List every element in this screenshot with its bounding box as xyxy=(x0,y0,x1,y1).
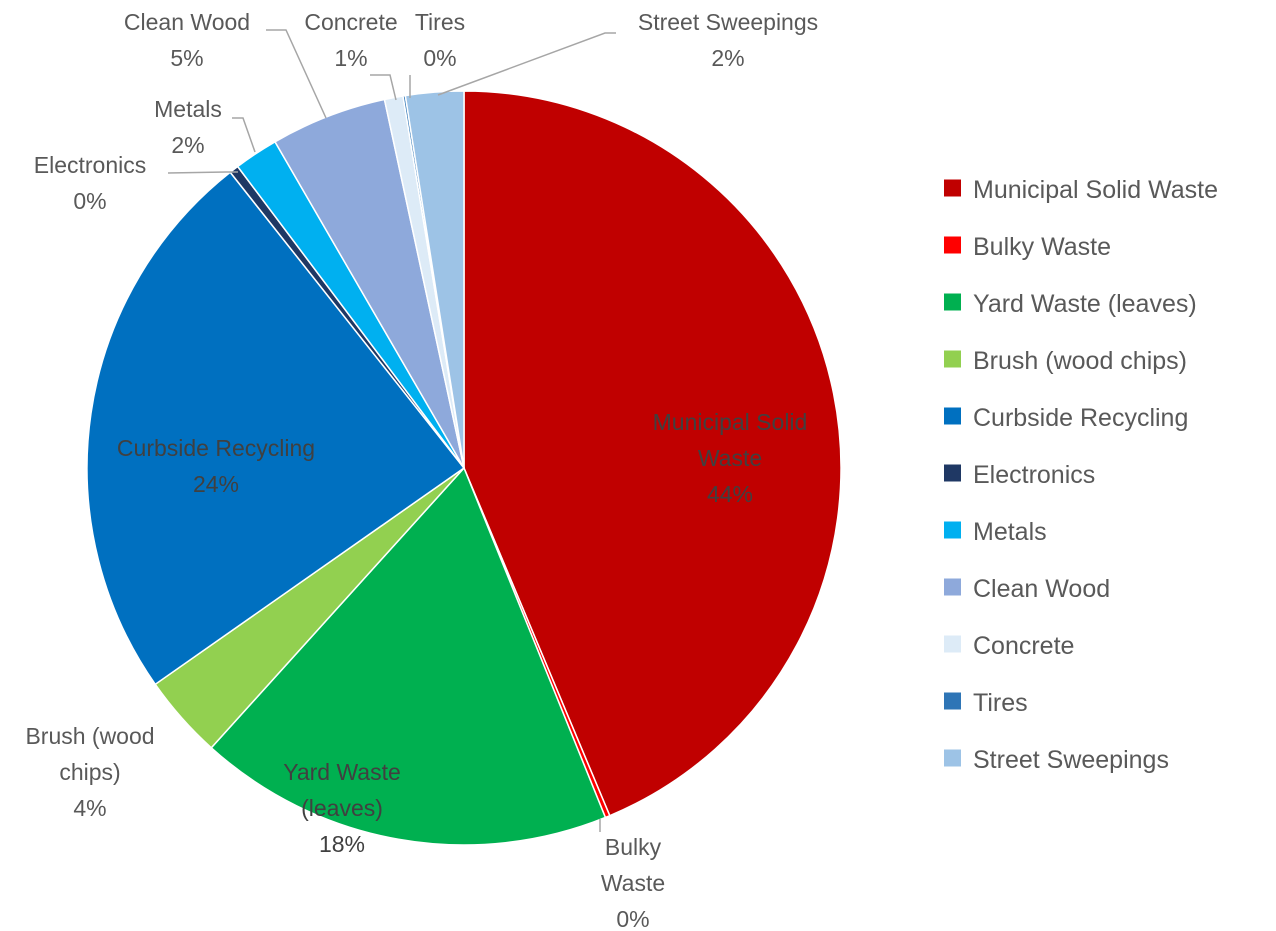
pie-slice-curbside-recycling xyxy=(86,171,466,686)
legend-item-electronics: Electronics xyxy=(944,461,1095,489)
legend-item-street-sweepings: Street Sweepings xyxy=(944,746,1169,774)
legend-label: Bulky Waste xyxy=(973,233,1111,261)
data-label-concrete: Concrete 1% xyxy=(304,9,397,71)
legend-item-metals: Metals xyxy=(944,518,1047,546)
legend-item-bulky-waste: Bulky Waste xyxy=(944,233,1111,261)
pie-slice-municipal-solid-waste xyxy=(463,90,842,817)
legend-item-municipal-solid-waste: Municipal Solid Waste xyxy=(944,176,1218,204)
leader-lines xyxy=(167,29,616,832)
data-label-name: Waste xyxy=(601,870,665,896)
data-label-name: chips) xyxy=(59,759,120,785)
data-label-percent: 0% xyxy=(616,906,649,931)
data-label-percent: 0% xyxy=(423,45,456,71)
data-label-percent: 2% xyxy=(171,132,204,158)
legend-item-concrete: Concrete xyxy=(944,632,1074,660)
pie-slices xyxy=(86,90,842,846)
data-label-clean-wood: Clean Wood 5% xyxy=(124,9,250,71)
data-label-percent: 5% xyxy=(170,45,203,71)
data-labels: Municipal Solid Waste 44% Bulky Waste 0% Yard … xyxy=(25,9,818,931)
data-label-electronics: Electronics 0% xyxy=(34,152,146,214)
data-label-name: Yard Waste xyxy=(283,759,401,785)
data-label-percent: 2% xyxy=(711,45,744,71)
data-label-name: Street Sweepings xyxy=(638,9,818,35)
data-label-percent: 18% xyxy=(319,831,365,857)
legend-item-curbside-recycling: Curbside Recycling xyxy=(944,404,1188,432)
data-label-name: Tires xyxy=(415,9,465,35)
legend-swatch xyxy=(944,521,961,539)
data-label-percent: 24% xyxy=(193,471,239,497)
legend-swatch xyxy=(944,179,961,197)
data-label-name: Clean Wood xyxy=(124,9,250,35)
data-label-name: Bulky xyxy=(605,834,662,860)
data-label-bulky-waste: Bulky Waste 0% xyxy=(601,834,665,931)
data-label-percent: 44% xyxy=(707,481,753,507)
legend-label: Metals xyxy=(973,518,1047,546)
legend-swatch xyxy=(944,692,961,710)
legend-item-tires: Tires xyxy=(944,689,1028,717)
pie-slice-street-sweepings xyxy=(404,90,465,469)
legend-label: Clean Wood xyxy=(973,575,1110,603)
legend: Municipal Solid Waste Bulky Waste Yard Was… xyxy=(944,176,1218,774)
leader-line-concrete xyxy=(370,74,397,101)
leader-line-metals xyxy=(232,117,256,153)
legend-swatch xyxy=(944,464,961,482)
legend-item-clean-wood: Clean Wood xyxy=(944,575,1110,603)
legend-label: Concrete xyxy=(973,632,1074,660)
pie-slice-yard-waste-leaves xyxy=(210,466,607,846)
data-label-brush-wood-chips: Brush (wood chips) 4% xyxy=(25,723,154,821)
data-label-yard-waste-leaves: Yard Waste (leaves) 18% xyxy=(283,759,401,857)
legend-label: Tires xyxy=(973,689,1028,717)
legend-swatch xyxy=(944,293,961,311)
leader-line-electronics xyxy=(167,171,238,174)
data-label-name: Electronics xyxy=(34,152,146,178)
legend-swatch xyxy=(944,407,961,425)
legend-item-yard-waste-leaves: Yard Waste (leaves) xyxy=(944,290,1197,318)
leader-line-clean-wood xyxy=(266,29,327,119)
legend-swatch xyxy=(944,635,961,653)
data-label-metals: Metals 2% xyxy=(154,96,222,158)
legend-label: Brush (wood chips) xyxy=(973,347,1187,375)
data-label-curbside-recycling: Curbside Recycling 24% xyxy=(117,435,315,497)
data-label-name: Metals xyxy=(154,96,222,122)
legend-item-brush-wood-chips: Brush (wood chips) xyxy=(944,347,1187,375)
data-label-percent: 0% xyxy=(73,188,106,214)
legend-label: Street Sweepings xyxy=(973,746,1169,774)
data-label-name: (leaves) xyxy=(301,795,383,821)
legend-label: Curbside Recycling xyxy=(973,404,1188,432)
data-label-name: Curbside Recycling xyxy=(117,435,315,461)
leader-line-street-sweepings xyxy=(437,32,616,96)
legend-label: Yard Waste (leaves) xyxy=(973,290,1197,318)
data-label-name: Concrete xyxy=(304,9,397,35)
data-label-name: Municipal Solid xyxy=(653,409,808,435)
legend-swatch xyxy=(944,749,961,767)
legend-swatch xyxy=(944,350,961,368)
legend-swatch xyxy=(944,578,961,596)
data-label-percent: 4% xyxy=(73,795,106,821)
legend-label: Electronics xyxy=(973,461,1095,489)
data-label-street-sweepings: Street Sweepings 2% xyxy=(638,9,818,71)
data-label-municipal-solid-waste: Municipal Solid Waste 44% xyxy=(653,409,808,507)
data-label-tires: Tires 0% xyxy=(415,9,465,71)
legend-swatch xyxy=(944,236,961,254)
legend-label: Municipal Solid Waste xyxy=(973,176,1218,204)
data-label-name: Brush (wood xyxy=(25,723,154,749)
data-label-name: Waste xyxy=(698,445,762,471)
data-label-percent: 1% xyxy=(334,45,367,71)
